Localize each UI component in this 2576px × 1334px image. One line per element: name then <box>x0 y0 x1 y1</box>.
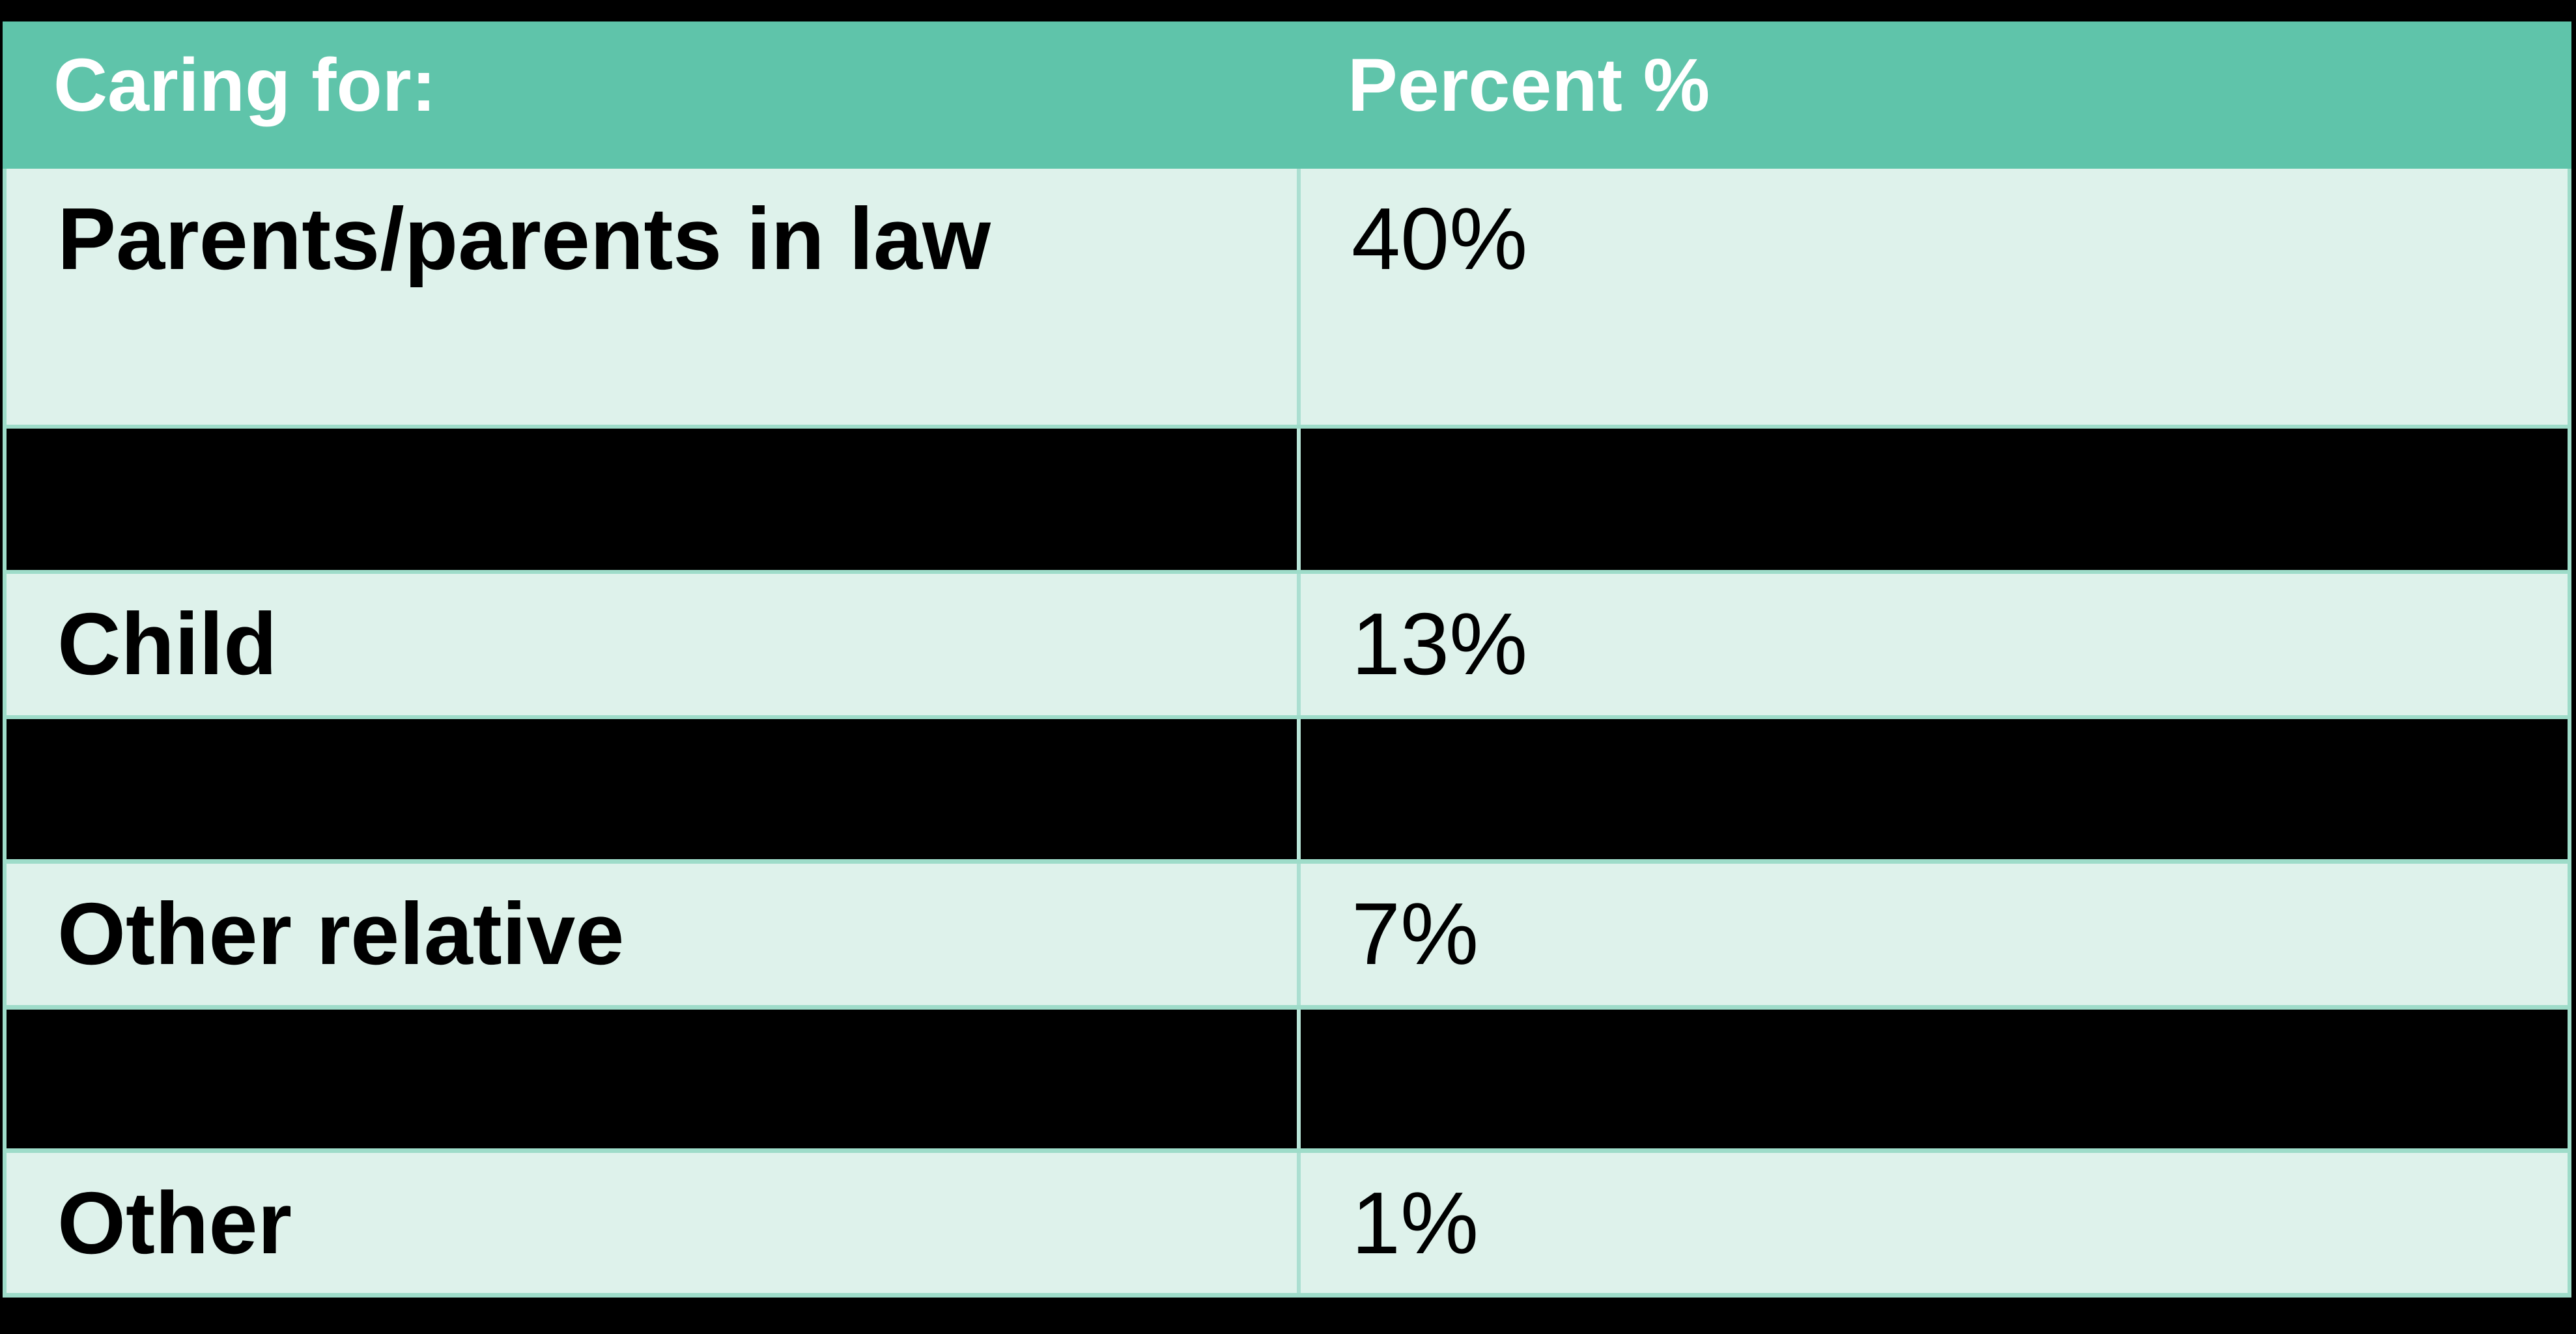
header-label-percent: Percent % <box>1348 44 1710 127</box>
cell-label: Child <box>7 574 1297 715</box>
row-value: 13% <box>1352 595 1528 693</box>
column-divider <box>1297 1010 1301 1148</box>
cell-label: Other relative <box>7 864 1297 1005</box>
cell-redacted <box>7 1010 1297 1148</box>
table-row-redacted <box>7 429 2568 570</box>
column-divider <box>1297 574 1301 715</box>
table-header-row: Caring for: Percent % <box>3 21 2571 169</box>
cell-redacted <box>7 719 1297 859</box>
row-label: Other relative <box>57 885 625 983</box>
caring-for-table: Caring for: Percent % Parents/parents in… <box>3 21 2571 1298</box>
cell-value: 40% <box>1301 169 2568 425</box>
cell-redacted <box>7 429 1297 570</box>
table-row-parents: Parents/parents in law 40% <box>7 169 2568 425</box>
cell-redacted <box>1301 1010 2568 1148</box>
table-row-other: Other 1% <box>7 1153 2568 1293</box>
row-label: Child <box>57 595 277 693</box>
header-cell-caring-for: Caring for: <box>3 21 1293 169</box>
column-divider <box>1297 1153 1301 1293</box>
cell-value: 7% <box>1301 864 2568 1005</box>
row-value: 7% <box>1352 885 1479 983</box>
column-divider <box>1297 719 1301 859</box>
cell-value: 13% <box>1301 574 2568 715</box>
cell-label: Parents/parents in law <box>7 169 1297 425</box>
table-row-redacted <box>7 1010 2568 1148</box>
cell-label: Other <box>7 1153 1297 1293</box>
column-divider <box>1297 429 1301 570</box>
table-row-other-relative: Other relative 7% <box>7 864 2568 1005</box>
cell-redacted <box>1301 429 2568 570</box>
cell-value: 1% <box>1301 1153 2568 1293</box>
row-label: Other <box>57 1174 292 1272</box>
header-label-caring-for: Caring for: <box>53 44 436 127</box>
row-value: 40% <box>1352 190 1528 288</box>
table-row-redacted <box>7 719 2568 859</box>
column-divider <box>1297 169 1301 425</box>
column-divider <box>1297 864 1301 1005</box>
table-row-child: Child 13% <box>7 574 2568 715</box>
cell-redacted <box>1301 719 2568 859</box>
row-label: Parents/parents in law <box>57 190 991 288</box>
row-value: 1% <box>1352 1174 1479 1272</box>
header-cell-percent: Percent % <box>1297 21 2571 169</box>
